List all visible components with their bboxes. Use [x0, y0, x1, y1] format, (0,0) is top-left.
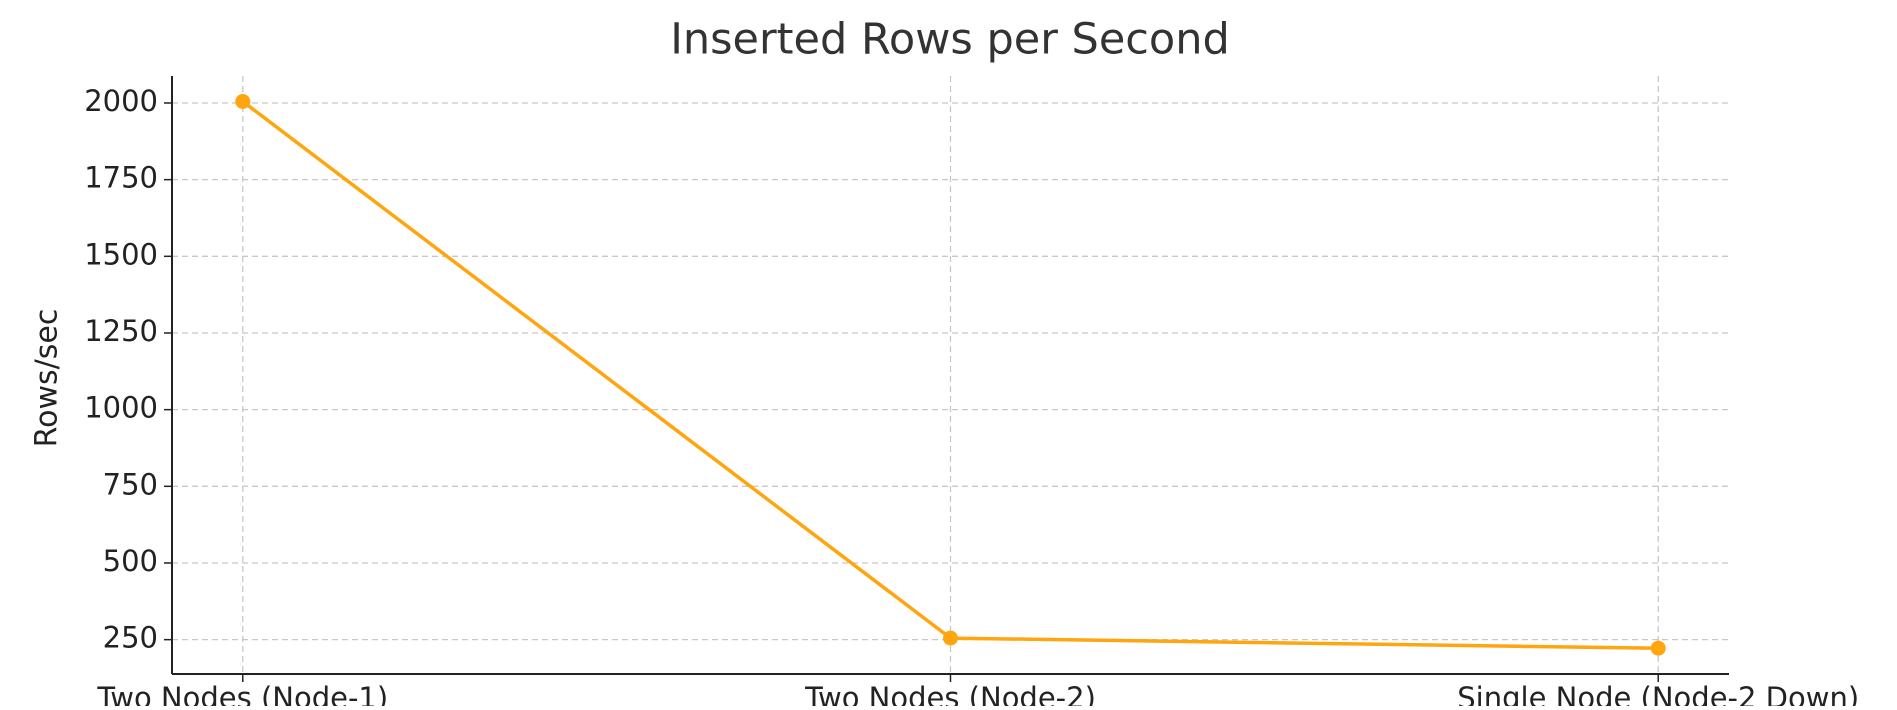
- y-axis-label: Rows/sec: [30, 309, 65, 448]
- y-tick-label: 1000: [84, 391, 158, 425]
- y-tick-label: 1250: [84, 314, 158, 348]
- data-point: [235, 93, 251, 109]
- y-tick-label: 1750: [84, 161, 158, 195]
- x-tick-label: Single Node (Node-2 Down): [1457, 681, 1859, 706]
- data-point: [943, 630, 958, 646]
- y-tick-label: 250: [103, 621, 158, 655]
- data-point: [1650, 640, 1666, 656]
- y-tick-label: 750: [103, 467, 158, 501]
- y-tick-label: 500: [103, 544, 158, 578]
- chart-title: Inserted Rows per Second: [670, 15, 1230, 65]
- y-tick-label: 2000: [84, 84, 158, 118]
- x-tick-label: Two Nodes (Node-1): [96, 681, 388, 706]
- y-tick-label: 1500: [84, 237, 158, 271]
- x-tick-label: Two Nodes (Node-2): [804, 681, 1096, 706]
